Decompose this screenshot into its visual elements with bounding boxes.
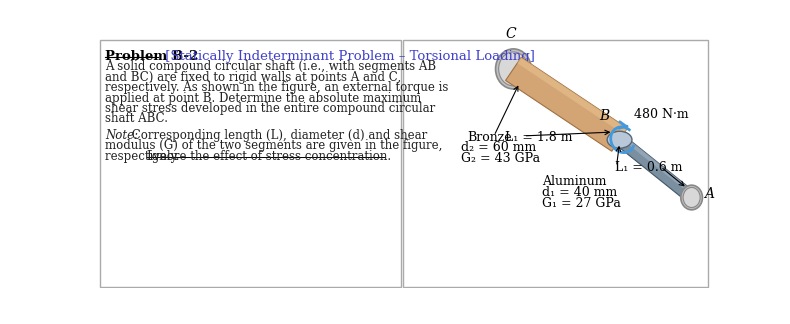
Text: applied at point B. Determine the absolute maximum: applied at point B. Determine the absolu…	[105, 92, 421, 105]
Text: respectively. As shown in the figure, an external torque is: respectively. As shown in the figure, an…	[105, 81, 449, 94]
Text: [Statically Indeterminant Problem – Torsional Loading]: [Statically Indeterminant Problem – Tors…	[160, 50, 535, 63]
Ellipse shape	[608, 131, 632, 148]
Text: C: C	[505, 27, 516, 41]
Text: respectively.: respectively.	[105, 150, 183, 163]
Text: 480 N·m: 480 N·m	[634, 108, 688, 121]
Text: modulus (G) of the two segments are given in the figure,: modulus (G) of the two segments are give…	[105, 139, 442, 152]
Polygon shape	[506, 57, 627, 151]
Ellipse shape	[681, 185, 702, 210]
Polygon shape	[615, 135, 695, 202]
Text: Ignore the effect of stress concentration.: Ignore the effect of stress concentratio…	[147, 150, 391, 163]
Text: Problem B-2: Problem B-2	[105, 50, 198, 63]
Text: B: B	[599, 109, 609, 123]
Text: Corresponding length (L), diameter (d) and shear: Corresponding length (L), diameter (d) a…	[128, 129, 427, 142]
Polygon shape	[517, 57, 627, 134]
Ellipse shape	[683, 188, 700, 207]
Text: G₂ = 43 GPa: G₂ = 43 GPa	[461, 152, 540, 165]
Ellipse shape	[498, 52, 528, 86]
Text: d₂ = 60 mm: d₂ = 60 mm	[461, 141, 536, 154]
Text: d₁ = 40 mm: d₁ = 40 mm	[542, 186, 617, 199]
Text: Bronze: Bronze	[467, 131, 511, 144]
Text: Aluminum: Aluminum	[542, 175, 607, 188]
Text: G₁ = 27 GPa: G₁ = 27 GPa	[542, 197, 621, 210]
Text: L₁ = 1.8 m: L₁ = 1.8 m	[505, 131, 572, 144]
Text: and BC) are fixed to rigid walls at points A and C,: and BC) are fixed to rigid walls at poin…	[105, 71, 401, 84]
Bar	[100, 40, 401, 287]
Bar	[403, 40, 708, 287]
Text: L₁ = 0.6 m: L₁ = 0.6 m	[615, 161, 683, 174]
Ellipse shape	[495, 49, 531, 89]
Text: shaft ABC.: shaft ABC.	[105, 112, 168, 125]
Text: shear stress developed in the entire compound circular: shear stress developed in the entire com…	[105, 102, 435, 115]
Text: A: A	[704, 187, 714, 201]
Text: A solid compound circular shaft (i.e., with segments AB: A solid compound circular shaft (i.e., w…	[105, 61, 436, 74]
Polygon shape	[621, 135, 695, 196]
Text: Note:: Note:	[105, 129, 138, 142]
